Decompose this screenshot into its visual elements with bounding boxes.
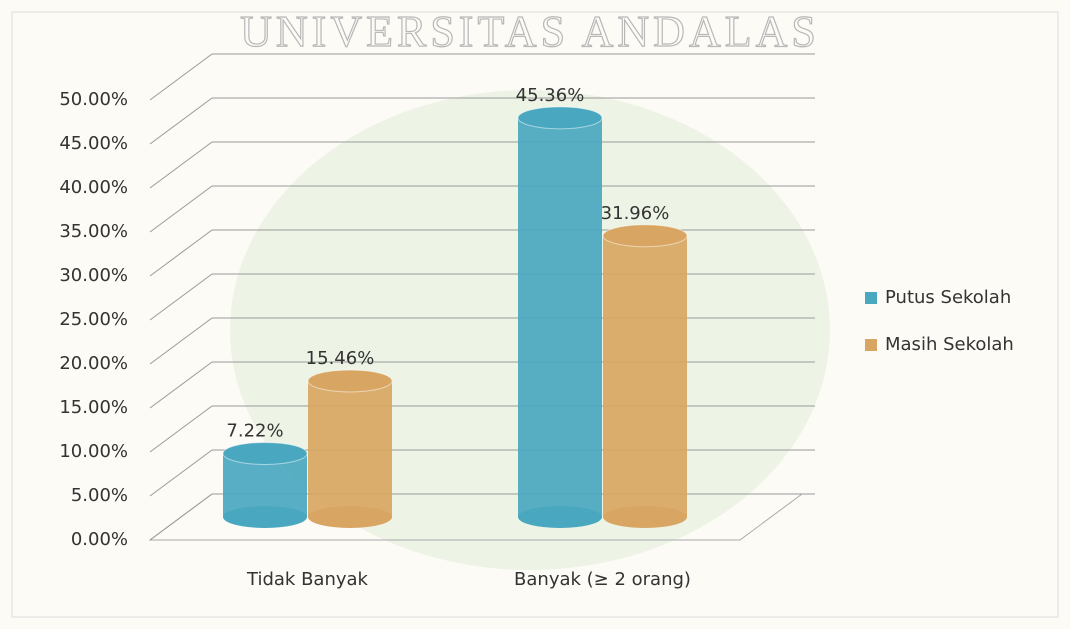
- bar: [518, 117, 602, 517]
- legend-swatch: [865, 339, 877, 351]
- x-tick-label: Banyak (≥ 2 orang): [514, 569, 691, 590]
- grid-line: [149, 361, 213, 409]
- y-tick-label: 10.00%: [59, 441, 128, 462]
- x-tick-label: Tidak Banyak: [246, 569, 369, 590]
- grid-line: [149, 97, 213, 145]
- legend-label: Putus Sekolah: [885, 287, 1011, 308]
- legend-swatch: [865, 292, 877, 304]
- watermark: UNIVERSITAS ANDALAS: [240, 7, 820, 56]
- value-label: 7.22%: [226, 420, 283, 441]
- bar-top: [602, 224, 688, 248]
- y-tick-label: 30.00%: [59, 265, 128, 286]
- y-tick-label: 50.00%: [59, 89, 128, 110]
- value-label: 31.96%: [601, 203, 670, 224]
- bar-top: [222, 441, 308, 465]
- bar: [308, 380, 392, 517]
- chart-border: [11, 11, 1059, 618]
- grid-line: [149, 405, 213, 453]
- y-tick-label: 0.00%: [71, 529, 128, 550]
- grid-line: [149, 53, 213, 101]
- y-tick-label: 15.00%: [59, 397, 128, 418]
- y-tick-label: 40.00%: [59, 177, 128, 198]
- grid-line: [149, 185, 213, 233]
- value-label: 45.36%: [516, 85, 585, 106]
- grid-line: [149, 229, 213, 277]
- legend-label: Masih Sekolah: [885, 334, 1014, 355]
- y-tick-label: 35.00%: [59, 221, 128, 242]
- grid-line: [149, 449, 213, 497]
- y-tick-label: 25.00%: [59, 309, 128, 330]
- grid-line: [149, 141, 213, 189]
- y-tick-label: 45.00%: [59, 133, 128, 154]
- value-label: 15.46%: [306, 348, 375, 369]
- grid-line: [149, 273, 213, 321]
- bar-top: [307, 369, 393, 393]
- y-tick-label: 20.00%: [59, 353, 128, 374]
- y-tick-label: 5.00%: [71, 485, 128, 506]
- bar: [603, 235, 687, 517]
- bar-top: [517, 106, 603, 130]
- grid-line: [149, 317, 213, 365]
- grid-line: [149, 493, 213, 541]
